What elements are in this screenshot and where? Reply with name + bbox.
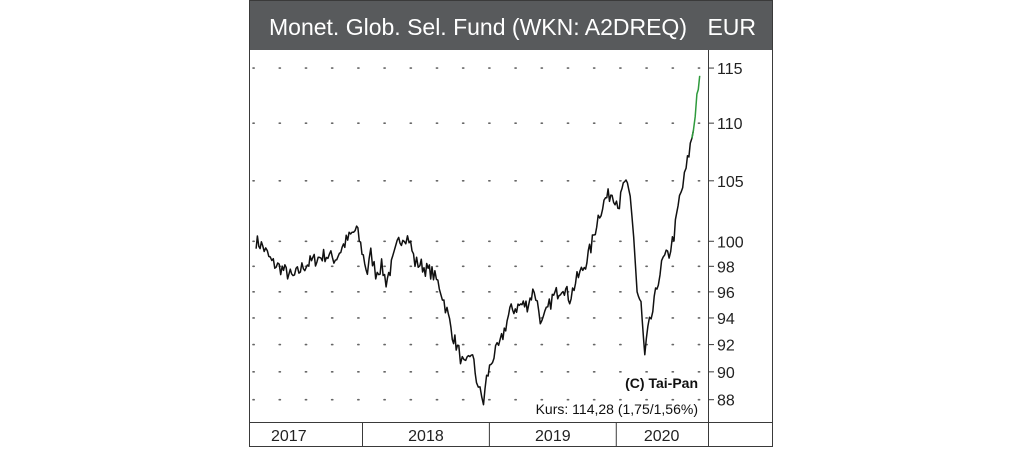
y-tick-label: 110 [717,116,743,133]
title-bar [250,1,772,50]
y-tick-label: 88 [717,393,735,410]
chart-title: Monet. Glob. Sel. Fund (WKN: A2DREQ) [269,14,687,40]
y-tick-label: 90 [717,365,735,382]
y-tick-label: 115 [717,61,743,78]
x-tick-label: 2020 [644,428,680,445]
copyright-label: (C) Tai-Pan [625,375,698,391]
price-line-latest [691,75,701,139]
price-line [255,130,695,406]
currency-label: EUR [707,14,756,40]
chart-border [249,0,773,447]
y-tick-label: 96 [717,285,735,302]
x-tick-label: 2018 [408,428,444,445]
y-tick-label: 105 [717,174,744,191]
y-tick-label: 92 [717,338,735,355]
x-tick-label: 2017 [271,428,307,445]
x-tick-label: 2019 [535,428,571,445]
x-axis: 2017 2018 2019 2020 [271,422,709,447]
y-tick-label: 94 [717,311,735,328]
kurs-label: Kurs: 114,28 (1,75/1,56%) [536,401,698,417]
y-axis: 88 90 92 94 96 98 100 105 110 115 [708,61,744,410]
y-tick-label: 98 [717,259,735,276]
price-chart: Monet. Glob. Sel. Fund (WKN: A2DREQ) EUR… [249,0,773,447]
y-tick-label: 100 [717,234,744,251]
chart-panel: Monet. Glob. Sel. Fund (WKN: A2DREQ) EUR… [249,0,773,447]
price-series [255,75,701,406]
